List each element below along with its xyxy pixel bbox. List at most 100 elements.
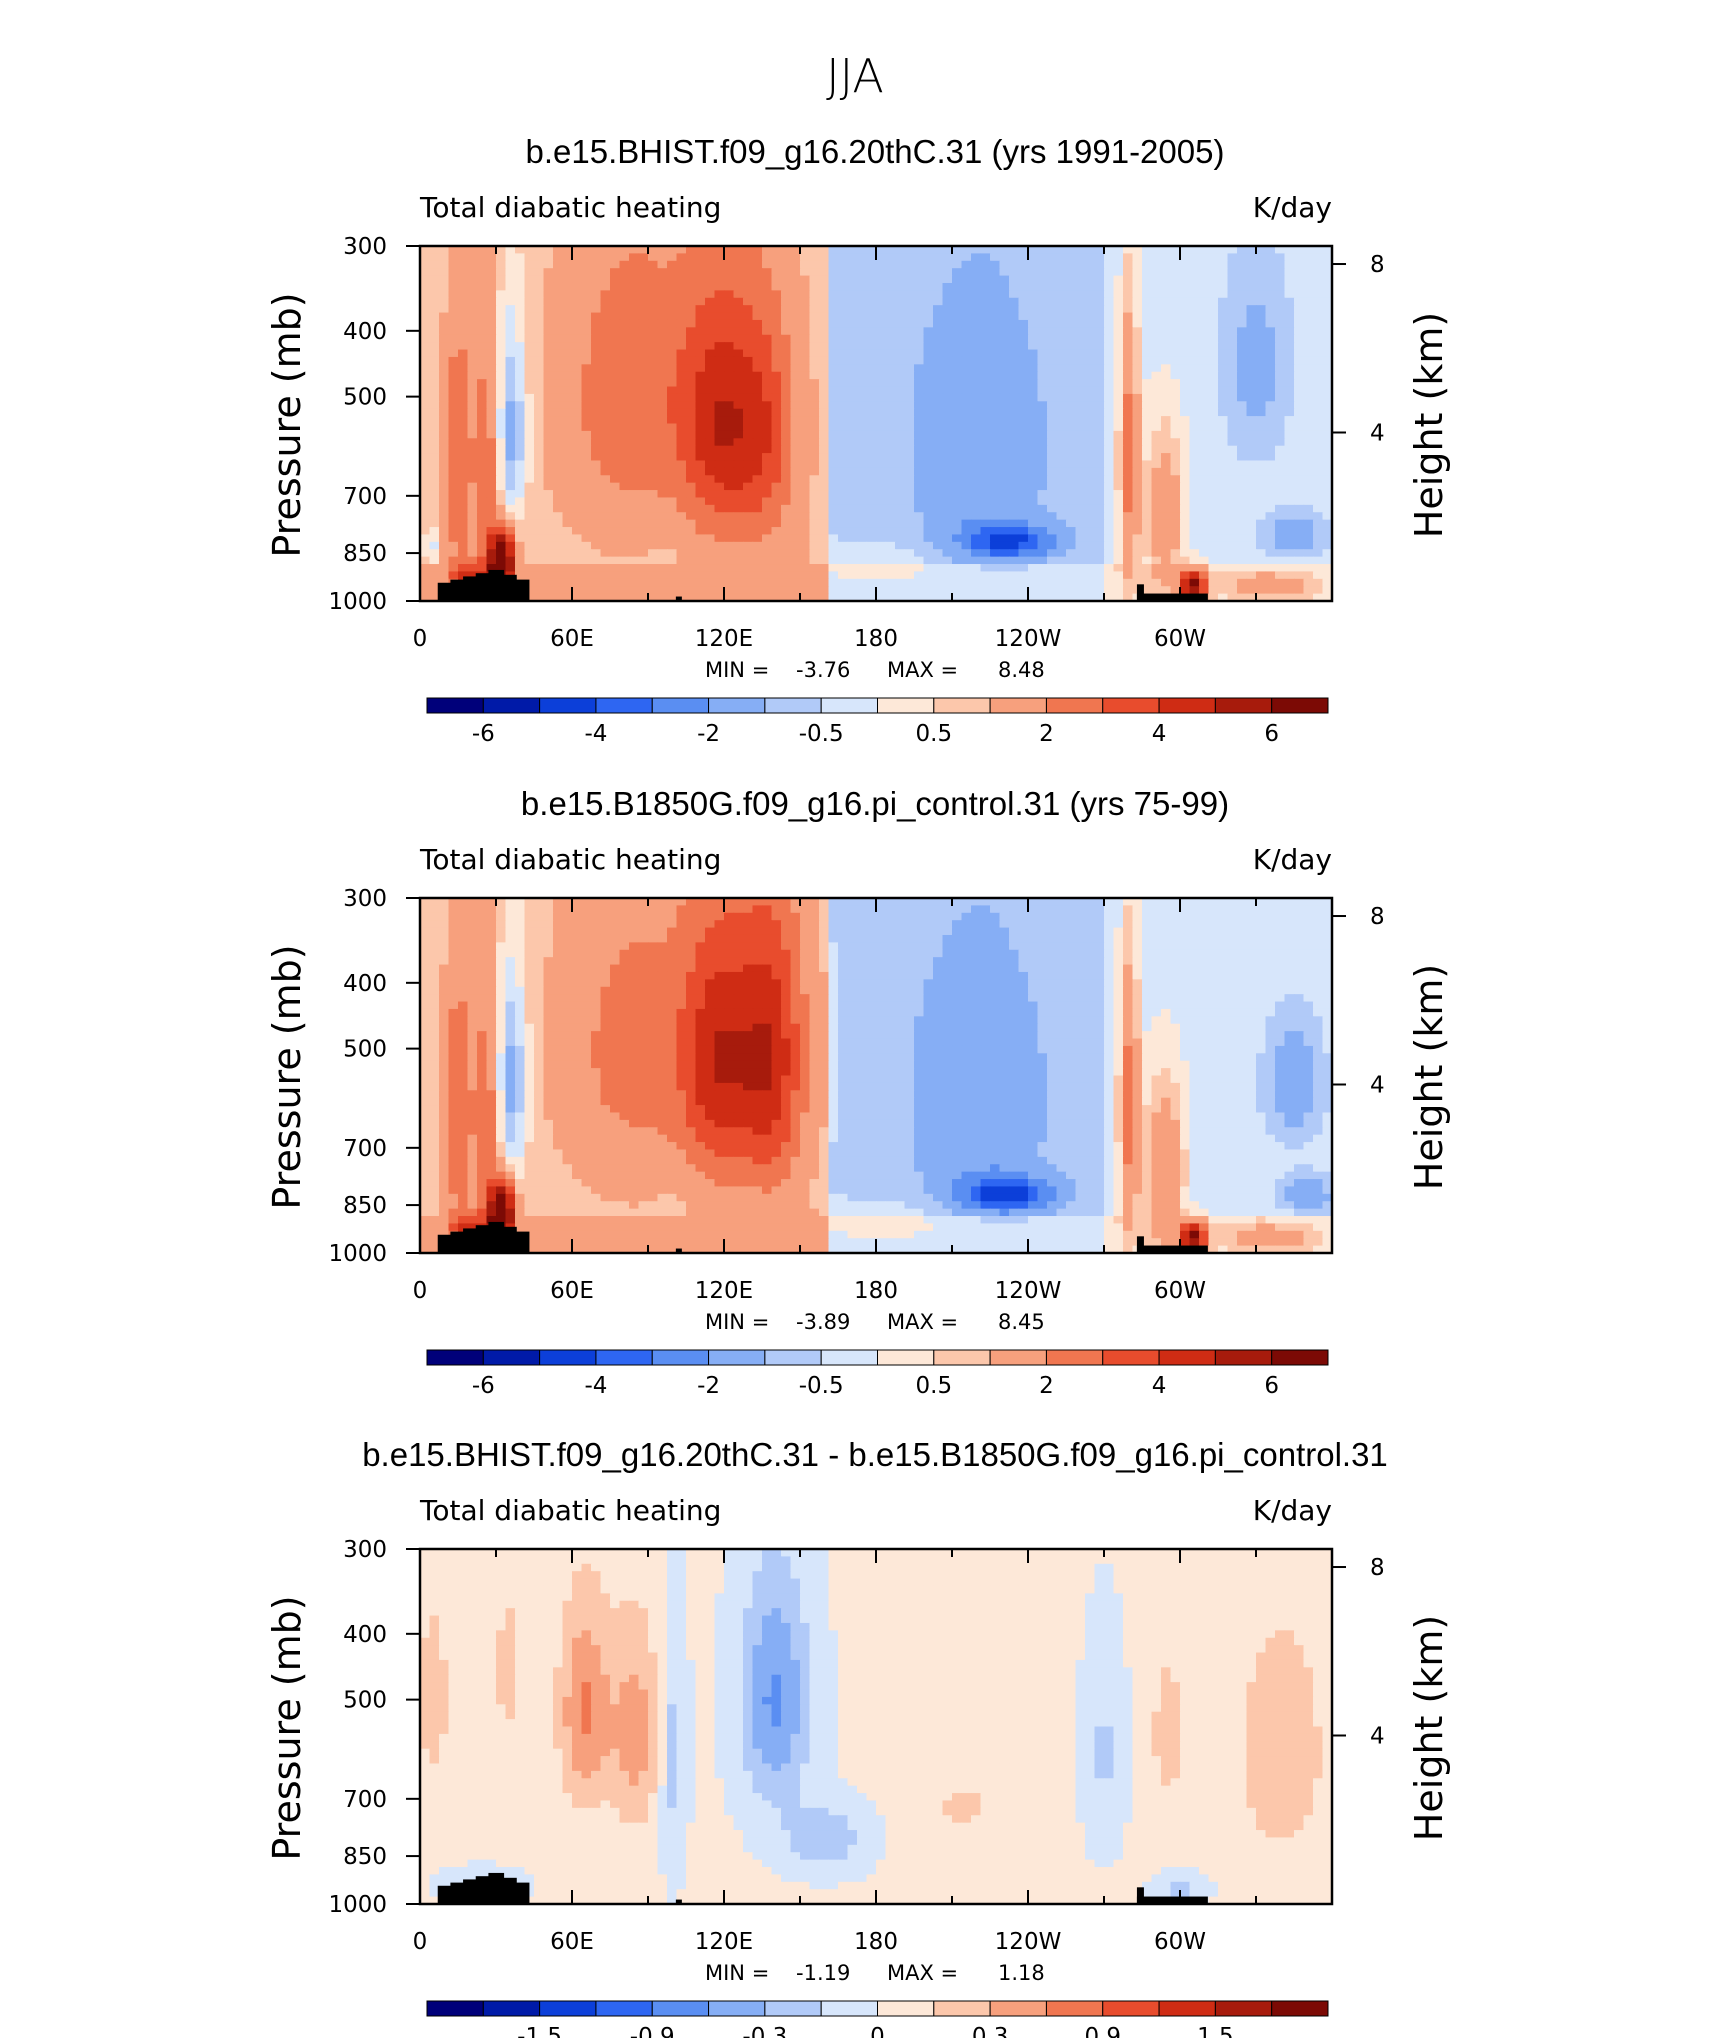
contour-cell: [543, 467, 554, 476]
contour-cell: [477, 334, 488, 343]
contour-cell: [638, 253, 649, 262]
contour-cell: [743, 905, 754, 914]
contour-cell: [1161, 912, 1172, 921]
contour-cell: [819, 253, 830, 262]
contour-cell: [505, 290, 516, 299]
contour-cell: [705, 386, 716, 395]
contour-cell: [486, 460, 497, 469]
contour-cell: [933, 312, 944, 321]
contour-cell: [990, 364, 1001, 373]
contour-cell: [1313, 379, 1324, 388]
contour-cell: [705, 319, 716, 328]
contour-cell: [1199, 408, 1210, 417]
contour-cell: [543, 371, 554, 380]
contour-cell: [705, 504, 716, 513]
contour-cell: [1237, 386, 1248, 395]
colorbar-swatch: [1214, 697, 1273, 714]
contour-cell: [1075, 246, 1086, 254]
contour-cell: [1075, 364, 1086, 373]
contour-cell: [676, 327, 687, 336]
contour-cell: [1037, 408, 1048, 417]
contour-cell: [524, 356, 535, 365]
contour-cell: [1047, 460, 1058, 469]
contour-cell: [952, 312, 963, 321]
contour-cell: [1009, 401, 1020, 410]
contour-cell: [657, 416, 668, 425]
contour-cell: [923, 416, 934, 425]
contour-cell: [448, 905, 459, 914]
contour-cell: [1237, 312, 1248, 321]
contour-cell: [467, 497, 478, 506]
contour-cell: [847, 290, 858, 299]
contour-cell: [971, 423, 982, 432]
contour-cell: [876, 401, 887, 410]
contour-cell: [724, 527, 735, 536]
contour-cell: [1151, 571, 1162, 580]
contour-cell: [1066, 504, 1077, 513]
contour-cell: [1047, 527, 1058, 536]
contour-cell: [619, 430, 630, 439]
contour-cell: [600, 334, 611, 343]
contour-cell: [800, 460, 811, 469]
contour-cell: [648, 504, 659, 513]
contour-cell: [600, 549, 611, 558]
contour-cell: [800, 467, 811, 476]
contour-cell: [1208, 593, 1219, 602]
contour-cell: [543, 482, 554, 491]
contour-cell: [429, 445, 440, 454]
contour-cell: [619, 497, 630, 506]
contour-cell: [553, 482, 564, 491]
contour-cell: [648, 416, 659, 425]
contour-cell: [1322, 490, 1333, 499]
contour-cell: [1322, 408, 1333, 417]
contour-cell: [1313, 364, 1324, 373]
contour-cell: [429, 475, 440, 484]
contour-cell: [1199, 416, 1210, 425]
contour-cell: [1037, 342, 1048, 351]
contour-cell: [866, 268, 877, 277]
contour-cell: [648, 364, 659, 373]
contour-cell: [942, 445, 953, 454]
contour-cell: [990, 319, 1001, 328]
contour-cell: [743, 327, 754, 336]
contour-cell: [648, 275, 659, 284]
contour-cell: [790, 519, 801, 528]
contour-cell: [923, 512, 934, 521]
contour-cell: [857, 364, 868, 373]
contour-cell: [686, 534, 697, 543]
contour-cell: [705, 527, 716, 536]
contour-cell: [857, 408, 868, 417]
colorbar-label: 4: [1152, 721, 1167, 747]
contour-cell: [619, 453, 630, 462]
contour-cell: [657, 490, 668, 499]
contour-cell: [733, 371, 744, 380]
contour-cell: [648, 578, 659, 587]
contour-cell: [1113, 297, 1124, 306]
contour-cell: [895, 438, 906, 447]
contour-cell: [857, 445, 868, 454]
contour-cell: [420, 282, 431, 291]
contour-cell: [809, 416, 820, 425]
contour-cell: [1142, 430, 1153, 439]
contour-cell: [1208, 342, 1219, 351]
contour-cell: [439, 416, 450, 425]
contour-cell: [733, 305, 744, 314]
contour-cell: [629, 260, 640, 269]
contour-cell: [961, 445, 972, 454]
land-block: [1136, 593, 1208, 601]
contour-cell: [553, 260, 564, 269]
contour-cell: [714, 386, 725, 395]
contour-cell: [857, 564, 868, 573]
contour-cell: [819, 541, 830, 550]
contour-cell: [809, 408, 820, 417]
contour-cell: [923, 460, 934, 469]
contour-cell: [648, 297, 659, 306]
contour-cell: [1056, 467, 1067, 476]
contour-cell: [695, 386, 706, 395]
contour-cell: [1199, 386, 1210, 395]
contour-cell: [458, 482, 469, 491]
contour-cell: [1132, 386, 1143, 395]
contour-cell: [724, 297, 735, 306]
contour-cell: [1142, 571, 1153, 580]
contour-cell: [876, 386, 887, 395]
